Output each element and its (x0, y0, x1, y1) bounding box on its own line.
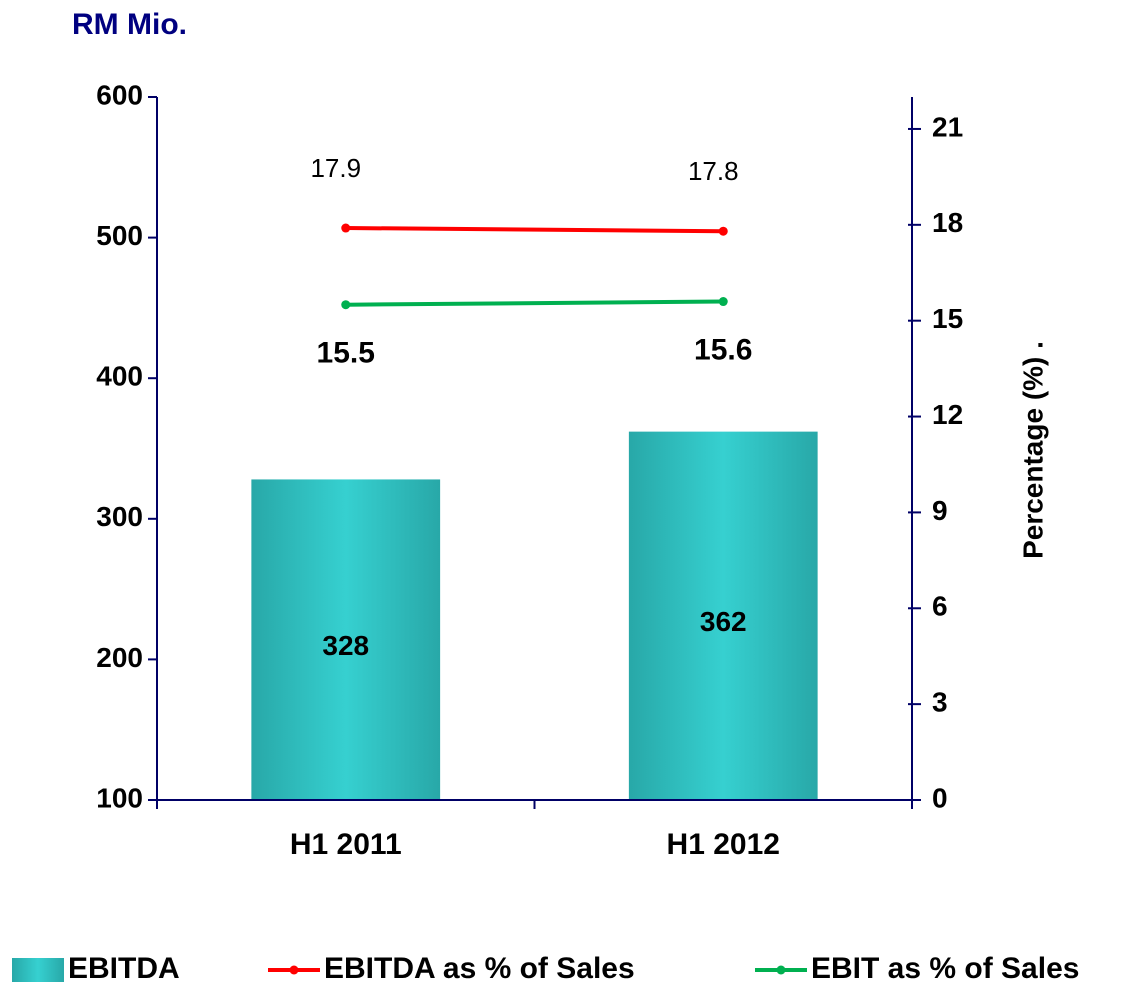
legend-label: EBIT as % of Sales (811, 952, 1079, 985)
line-point (341, 223, 351, 233)
line-value-label: 17.9 (310, 153, 361, 183)
legend-label: EBITDA (68, 952, 180, 985)
y2-tick-label: 12 (932, 399, 963, 430)
y2-tick-label: 0 (932, 782, 948, 813)
legend-label: EBITDA as % of Sales (324, 952, 635, 985)
line-value-label: 15.5 (317, 337, 375, 370)
bar (628, 431, 818, 800)
legend-swatch (12, 958, 64, 982)
y-tick-label: 200 (96, 642, 143, 673)
line-point (718, 226, 728, 236)
y2-axis-label: Percentage (%) . (1017, 341, 1048, 559)
y2-tick-label: 6 (932, 591, 948, 622)
y-tick-label: 400 (96, 361, 143, 392)
line-point (341, 300, 351, 310)
legend-swatch-point (289, 965, 299, 975)
y-tick-label: 600 (96, 79, 143, 110)
line-value-label: 15.6 (694, 333, 752, 366)
y2-tick-label: 15 (932, 303, 963, 334)
y-tick-label: 500 (96, 220, 143, 251)
x-tick-label: H1 2011 (290, 828, 402, 861)
chart-title: RM Mio. (72, 8, 187, 41)
line-point (718, 297, 728, 307)
bar-value-label: 362 (700, 606, 747, 637)
y2-tick-label: 18 (932, 207, 963, 238)
y-tick-label: 100 (96, 782, 143, 813)
y2-tick-label: 9 (932, 495, 948, 526)
bar-value-label: 328 (322, 630, 369, 661)
legend-swatch-point (776, 965, 786, 975)
line (345, 299, 724, 307)
y2-tick-label: 3 (932, 687, 948, 718)
bar (251, 479, 441, 800)
y2-tick-label: 21 (932, 111, 963, 142)
line-value-label: 17.8 (688, 156, 739, 186)
line (345, 226, 724, 234)
x-tick-label: H1 2012 (667, 828, 780, 861)
y-tick-label: 300 (96, 501, 143, 532)
